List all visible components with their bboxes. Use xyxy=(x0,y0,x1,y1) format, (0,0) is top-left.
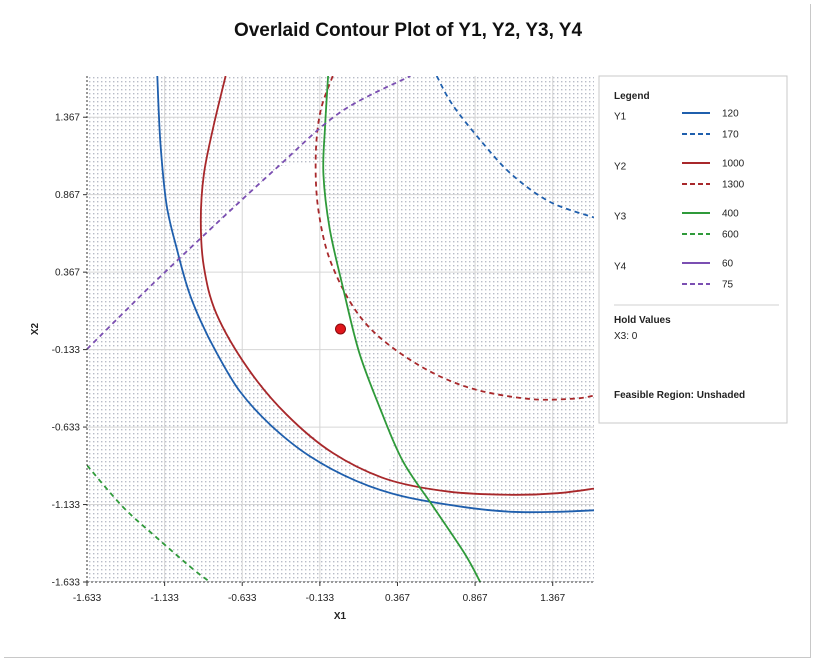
x-tick-label: 1.367 xyxy=(540,593,565,604)
x-tick-label: -0.133 xyxy=(306,593,335,604)
legend-entries: Y1 120 170 Y2 1000 1300 Y3 400 600 Y4 60 75 xyxy=(614,109,745,291)
y-tick-label: -1.133 xyxy=(52,500,81,511)
legend-label-y4-60: 60 xyxy=(722,259,734,270)
y-tick-label: -0.133 xyxy=(52,345,81,356)
legend-label-y3-400: 400 xyxy=(722,209,739,220)
chart-frame xyxy=(4,4,811,658)
grid-lines xyxy=(87,76,594,582)
legend-group-y3: Y3 xyxy=(614,212,627,223)
x-tick-label: -1.633 xyxy=(73,593,102,604)
legend-box xyxy=(598,75,788,424)
x-tick-label: -0.633 xyxy=(228,593,257,604)
legend-group-y2: Y2 xyxy=(614,162,627,173)
y-tick-label: 0.367 xyxy=(55,268,80,279)
legend-label-y2-1300: 1300 xyxy=(722,180,745,191)
hold-values-title: Hold Values xyxy=(614,315,671,326)
y-tick-label: -0.633 xyxy=(52,423,81,434)
feasible-region-label: Feasible Region: Unshaded xyxy=(614,390,745,401)
legend-label-y4-75: 75 xyxy=(722,280,734,291)
x-tick-label: -1.133 xyxy=(150,593,179,604)
x-axis-label: X1 xyxy=(334,611,347,622)
y-tick-label: -1.633 xyxy=(52,578,81,589)
legend-label-y3-600: 600 xyxy=(722,230,739,241)
legend-label-y1-120: 120 xyxy=(722,109,739,120)
legend-group-y1: Y1 xyxy=(614,112,627,123)
contour-lines xyxy=(87,76,594,582)
contour-y3-400 xyxy=(322,76,481,582)
contour-y2-1000 xyxy=(199,76,594,496)
legend-label-y1-170: 170 xyxy=(722,130,739,141)
design-point-marker xyxy=(335,323,346,335)
contour-y1-170 xyxy=(435,76,594,219)
axes xyxy=(86,76,594,583)
ticks: -1.633 -1.133 -0.633 -0.133 0.367 0.867 1.367 -… xyxy=(52,113,566,604)
x-tick-label: 0.367 xyxy=(385,593,410,604)
chart-title: Overlaid Contour Plot of Y1, Y2, Y3, Y4 xyxy=(234,20,583,41)
contour-y1-120 xyxy=(156,76,594,514)
contour-y3-600 xyxy=(87,464,211,582)
legend-label-y2-1000: 1000 xyxy=(722,159,745,170)
x-tick-label: 0.867 xyxy=(463,593,488,604)
y-tick-label: 1.367 xyxy=(55,113,80,124)
y-tick-label: 0.867 xyxy=(55,190,80,201)
hold-values-text: X3: 0 xyxy=(614,331,638,342)
legend-title: Legend xyxy=(614,91,650,102)
y-axis-label: X2 xyxy=(30,322,41,335)
legend-group-y4: Y4 xyxy=(614,262,627,273)
contour-y4-75 xyxy=(87,76,411,350)
